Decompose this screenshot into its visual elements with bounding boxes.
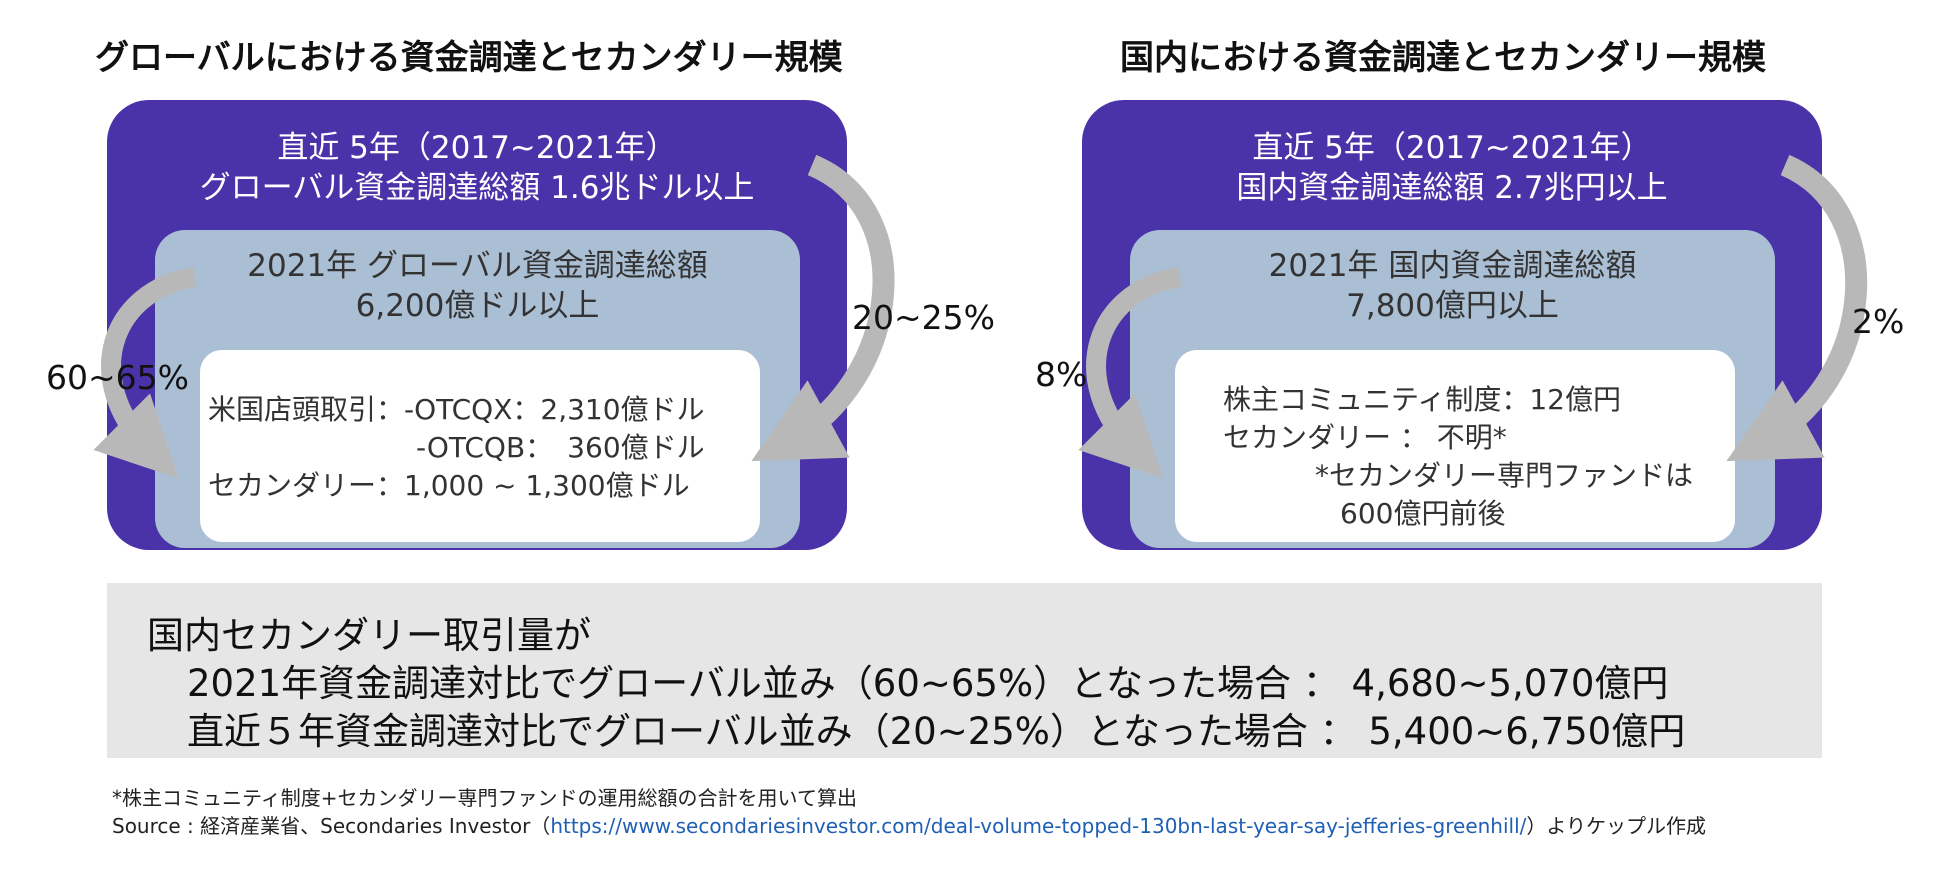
global-middle-box: 2021年 グローバル資金調達総額 6,200億ドル以上 米国店頭取引：-OTC… xyxy=(155,230,800,548)
domestic-outer-box: 直近 5年（2017~2021年） 国内資金調達総額 2.7兆円以上 2021年… xyxy=(1082,100,1822,550)
global-inner-box: 米国店頭取引：-OTCQX：2,310億ドル -OTCQB： 360億ドル セカ… xyxy=(200,350,760,542)
summary-line3: 直近５年資金調達対比でグローバル並み（20~25%）となった場合 ： 5,400… xyxy=(187,710,1686,753)
summary-line1: 国内セカンダリー取引量が xyxy=(147,614,591,657)
domestic-outer-text: 直近 5年（2017~2021年） 国内資金調達総額 2.7兆円以上 xyxy=(1082,128,1822,208)
summary-box: 国内セカンダリー取引量が 2021年資金調達対比でグローバル並み（60~65%）… xyxy=(107,583,1822,758)
global-outer-line1: 直近 5年（2017~2021年） xyxy=(277,130,677,166)
domestic-inner-box: 株主コミュニティ制度：12億円 セカンダリー ： 不明* *セカンダリー専門ファ… xyxy=(1175,350,1735,542)
domestic-left-arrow xyxy=(1078,267,1182,479)
global-outer-box: 直近 5年（2017~2021年） グローバル資金調達総額 1.6兆ドル以上 2… xyxy=(107,100,847,550)
domestic-right-arrow xyxy=(1726,154,1868,462)
global-middle-text: 2021年 グローバル資金調達総額 6,200億ドル以上 xyxy=(155,246,800,326)
domestic-left-percent: 8% xyxy=(1035,355,1088,394)
global-left-arrow xyxy=(93,267,197,479)
domestic-inner-line4: 600億円前後 xyxy=(1340,497,1506,530)
domestic-inner-line3: *セカンダリー専門ファンドは xyxy=(1315,459,1694,492)
source-suffix: ）よりケップル作成 xyxy=(1526,814,1706,838)
summary-line2: 2021年資金調達対比でグローバル並み（60~65%）となった場合 ： 4,68… xyxy=(187,662,1669,705)
source-prefix: Source : 経済産業省、Secondaries Investor（ xyxy=(112,814,551,838)
global-middle-line1: 2021年 グローバル資金調達総額 xyxy=(247,248,708,284)
domestic-outer-line2: 国内資金調達総額 2.7兆円以上 xyxy=(1236,170,1668,206)
global-outer-line2: グローバル資金調達総額 1.6兆ドル以上 xyxy=(199,170,755,206)
domestic-middle-line1: 2021年 国内資金調達総額 xyxy=(1268,248,1637,284)
domestic-middle-text: 2021年 国内資金調達総額 7,800億円以上 xyxy=(1130,246,1775,326)
domestic-middle-box: 2021年 国内資金調達総額 7,800億円以上 株主コミュニティ制度：12億円… xyxy=(1130,230,1775,548)
domestic-inner-line1: 株主コミュニティ制度：12億円 xyxy=(1223,383,1621,416)
global-right-percent: 20~25% xyxy=(852,298,995,337)
domestic-middle-line2: 7,800億円以上 xyxy=(1346,288,1559,324)
domestic-outer-line1: 直近 5年（2017~2021年） xyxy=(1252,130,1652,166)
global-panel-title: グローバルにおける資金調達とセカンダリー規模 xyxy=(95,38,843,78)
global-inner-line2: -OTCQB： 360億ドル xyxy=(416,431,705,464)
global-left-percent: 60~65% xyxy=(46,358,189,397)
global-right-arrow xyxy=(751,154,895,462)
domestic-right-percent: 2% xyxy=(1852,302,1905,341)
global-middle-line2: 6,200億ドル以上 xyxy=(355,288,600,324)
source-link[interactable]: https://www.secondariesinvestor.com/deal… xyxy=(550,814,1527,838)
domestic-panel-title: 国内における資金調達とセカンダリー規模 xyxy=(1120,38,1766,78)
global-inner-line3: セカンダリー：1,000 ~ 1,300億ドル xyxy=(208,469,690,502)
domestic-inner-line2: セカンダリー ： 不明* xyxy=(1223,421,1507,454)
global-outer-text: 直近 5年（2017~2021年） グローバル資金調達総額 1.6兆ドル以上 xyxy=(107,128,847,208)
global-inner-line1: 米国店頭取引：-OTCQX：2,310億ドル xyxy=(208,393,705,426)
footnote-note: *株主コミュニティ制度+セカンダリー専門ファンドの運用総額の合計を用いて算出 xyxy=(112,786,857,810)
footnote-source: Source : 経済産業省、Secondaries Investor（http… xyxy=(112,810,1706,839)
